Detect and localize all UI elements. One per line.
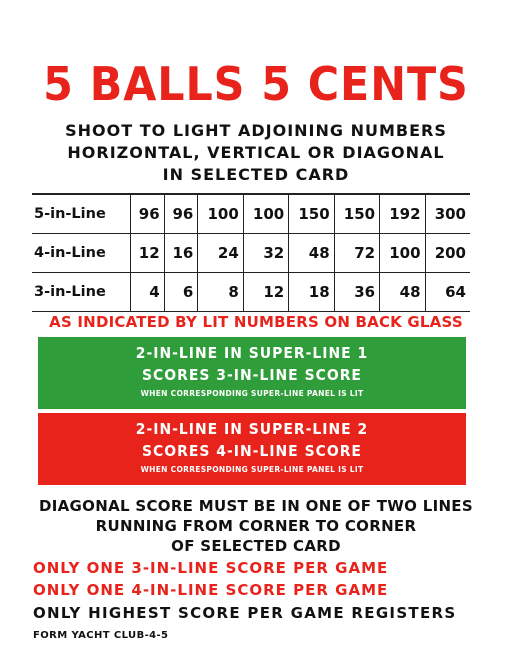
super-line-2-condition: WHEN CORRESPONDING SUPER-LINE PANEL IS L… <box>140 465 364 474</box>
score-cell: 36 <box>333 272 380 312</box>
super-line-1-panel: 2-IN-LINE IN SUPER-LINE 1 SCORES 3-IN-LI… <box>38 337 466 409</box>
table-row: 5-in-Line 96 96 100 100 150 150 192 300 <box>32 194 470 234</box>
super-line-2-heading: 2-IN-LINE IN SUPER-LINE 2 <box>135 420 369 438</box>
score-cell: 6 <box>163 272 198 312</box>
score-cell: 72 <box>333 233 380 273</box>
card-title: 5 BALLS 5 CENTS <box>43 57 469 111</box>
score-table: 5-in-Line 96 96 100 100 150 150 192 300 … <box>32 193 470 312</box>
score-cell: 8 <box>197 272 244 312</box>
score-cell: 18 <box>288 272 335 312</box>
table-row: 4-in-Line 12 16 24 32 48 72 100 200 <box>32 233 470 273</box>
score-cell: 96 <box>130 194 165 234</box>
instruction-line-1: SHOOT TO LIGHT ADJOINING NUMBERS <box>65 121 447 140</box>
score-cell: 4 <box>130 272 165 312</box>
super-line-2-score: SCORES 4-IN-LINE SCORE <box>142 442 362 460</box>
row-label: 3-in-Line <box>34 284 106 300</box>
diagonal-rule-line-2: RUNNING FROM CORNER TO CORNER <box>95 517 417 535</box>
super-line-1-heading: 2-IN-LINE IN SUPER-LINE 1 <box>135 344 369 362</box>
score-cell: 96 <box>163 194 198 234</box>
score-cell: 32 <box>242 233 289 273</box>
score-cell: 48 <box>288 233 335 273</box>
score-cell: 24 <box>197 233 244 273</box>
score-cell: 12 <box>130 233 165 273</box>
instruction-line-2: HORIZONTAL, VERTICAL OR DIAGONAL <box>67 143 445 162</box>
limit-3-in-line: ONLY ONE 3-IN-LINE SCORE PER GAME <box>33 559 389 577</box>
score-cell: 192 <box>379 194 426 234</box>
row-label: 5-in-Line <box>34 206 106 222</box>
score-cell: 64 <box>424 272 470 312</box>
highest-score-note: ONLY HIGHEST SCORE PER GAME REGISTERS <box>33 604 457 622</box>
table-row: 3-in-Line 4 6 8 12 18 36 48 64 <box>32 272 470 312</box>
score-cell: 100 <box>197 194 244 234</box>
super-line-1-condition: WHEN CORRESPONDING SUPER-LINE PANEL IS L… <box>140 389 364 398</box>
form-number: FORM YACHT CLUB-4-5 <box>33 630 169 641</box>
score-cell: 48 <box>379 272 426 312</box>
score-cell: 150 <box>288 194 335 234</box>
super-line-2-panel: 2-IN-LINE IN SUPER-LINE 2 SCORES 4-IN-LI… <box>38 413 466 485</box>
lit-numbers-note: AS INDICATED BY LIT NUMBERS ON BACK GLAS… <box>49 313 463 331</box>
score-cell: 300 <box>424 194 470 234</box>
score-cell: 100 <box>379 233 426 273</box>
limit-4-in-line: ONLY ONE 4-IN-LINE SCORE PER GAME <box>33 581 389 599</box>
diagonal-rule-line-3: OF SELECTED CARD <box>171 537 341 555</box>
score-cell: 12 <box>242 272 289 312</box>
super-line-1-score: SCORES 3-IN-LINE SCORE <box>142 366 362 384</box>
diagonal-rule-line-1: DIAGONAL SCORE MUST BE IN ONE OF TWO LIN… <box>39 497 473 515</box>
score-cell: 16 <box>163 233 198 273</box>
score-cell: 200 <box>424 233 470 273</box>
score-cell: 150 <box>333 194 380 234</box>
score-cell: 100 <box>242 194 289 234</box>
row-label: 4-in-Line <box>34 245 106 261</box>
instruction-line-3: IN SELECTED CARD <box>162 165 350 184</box>
